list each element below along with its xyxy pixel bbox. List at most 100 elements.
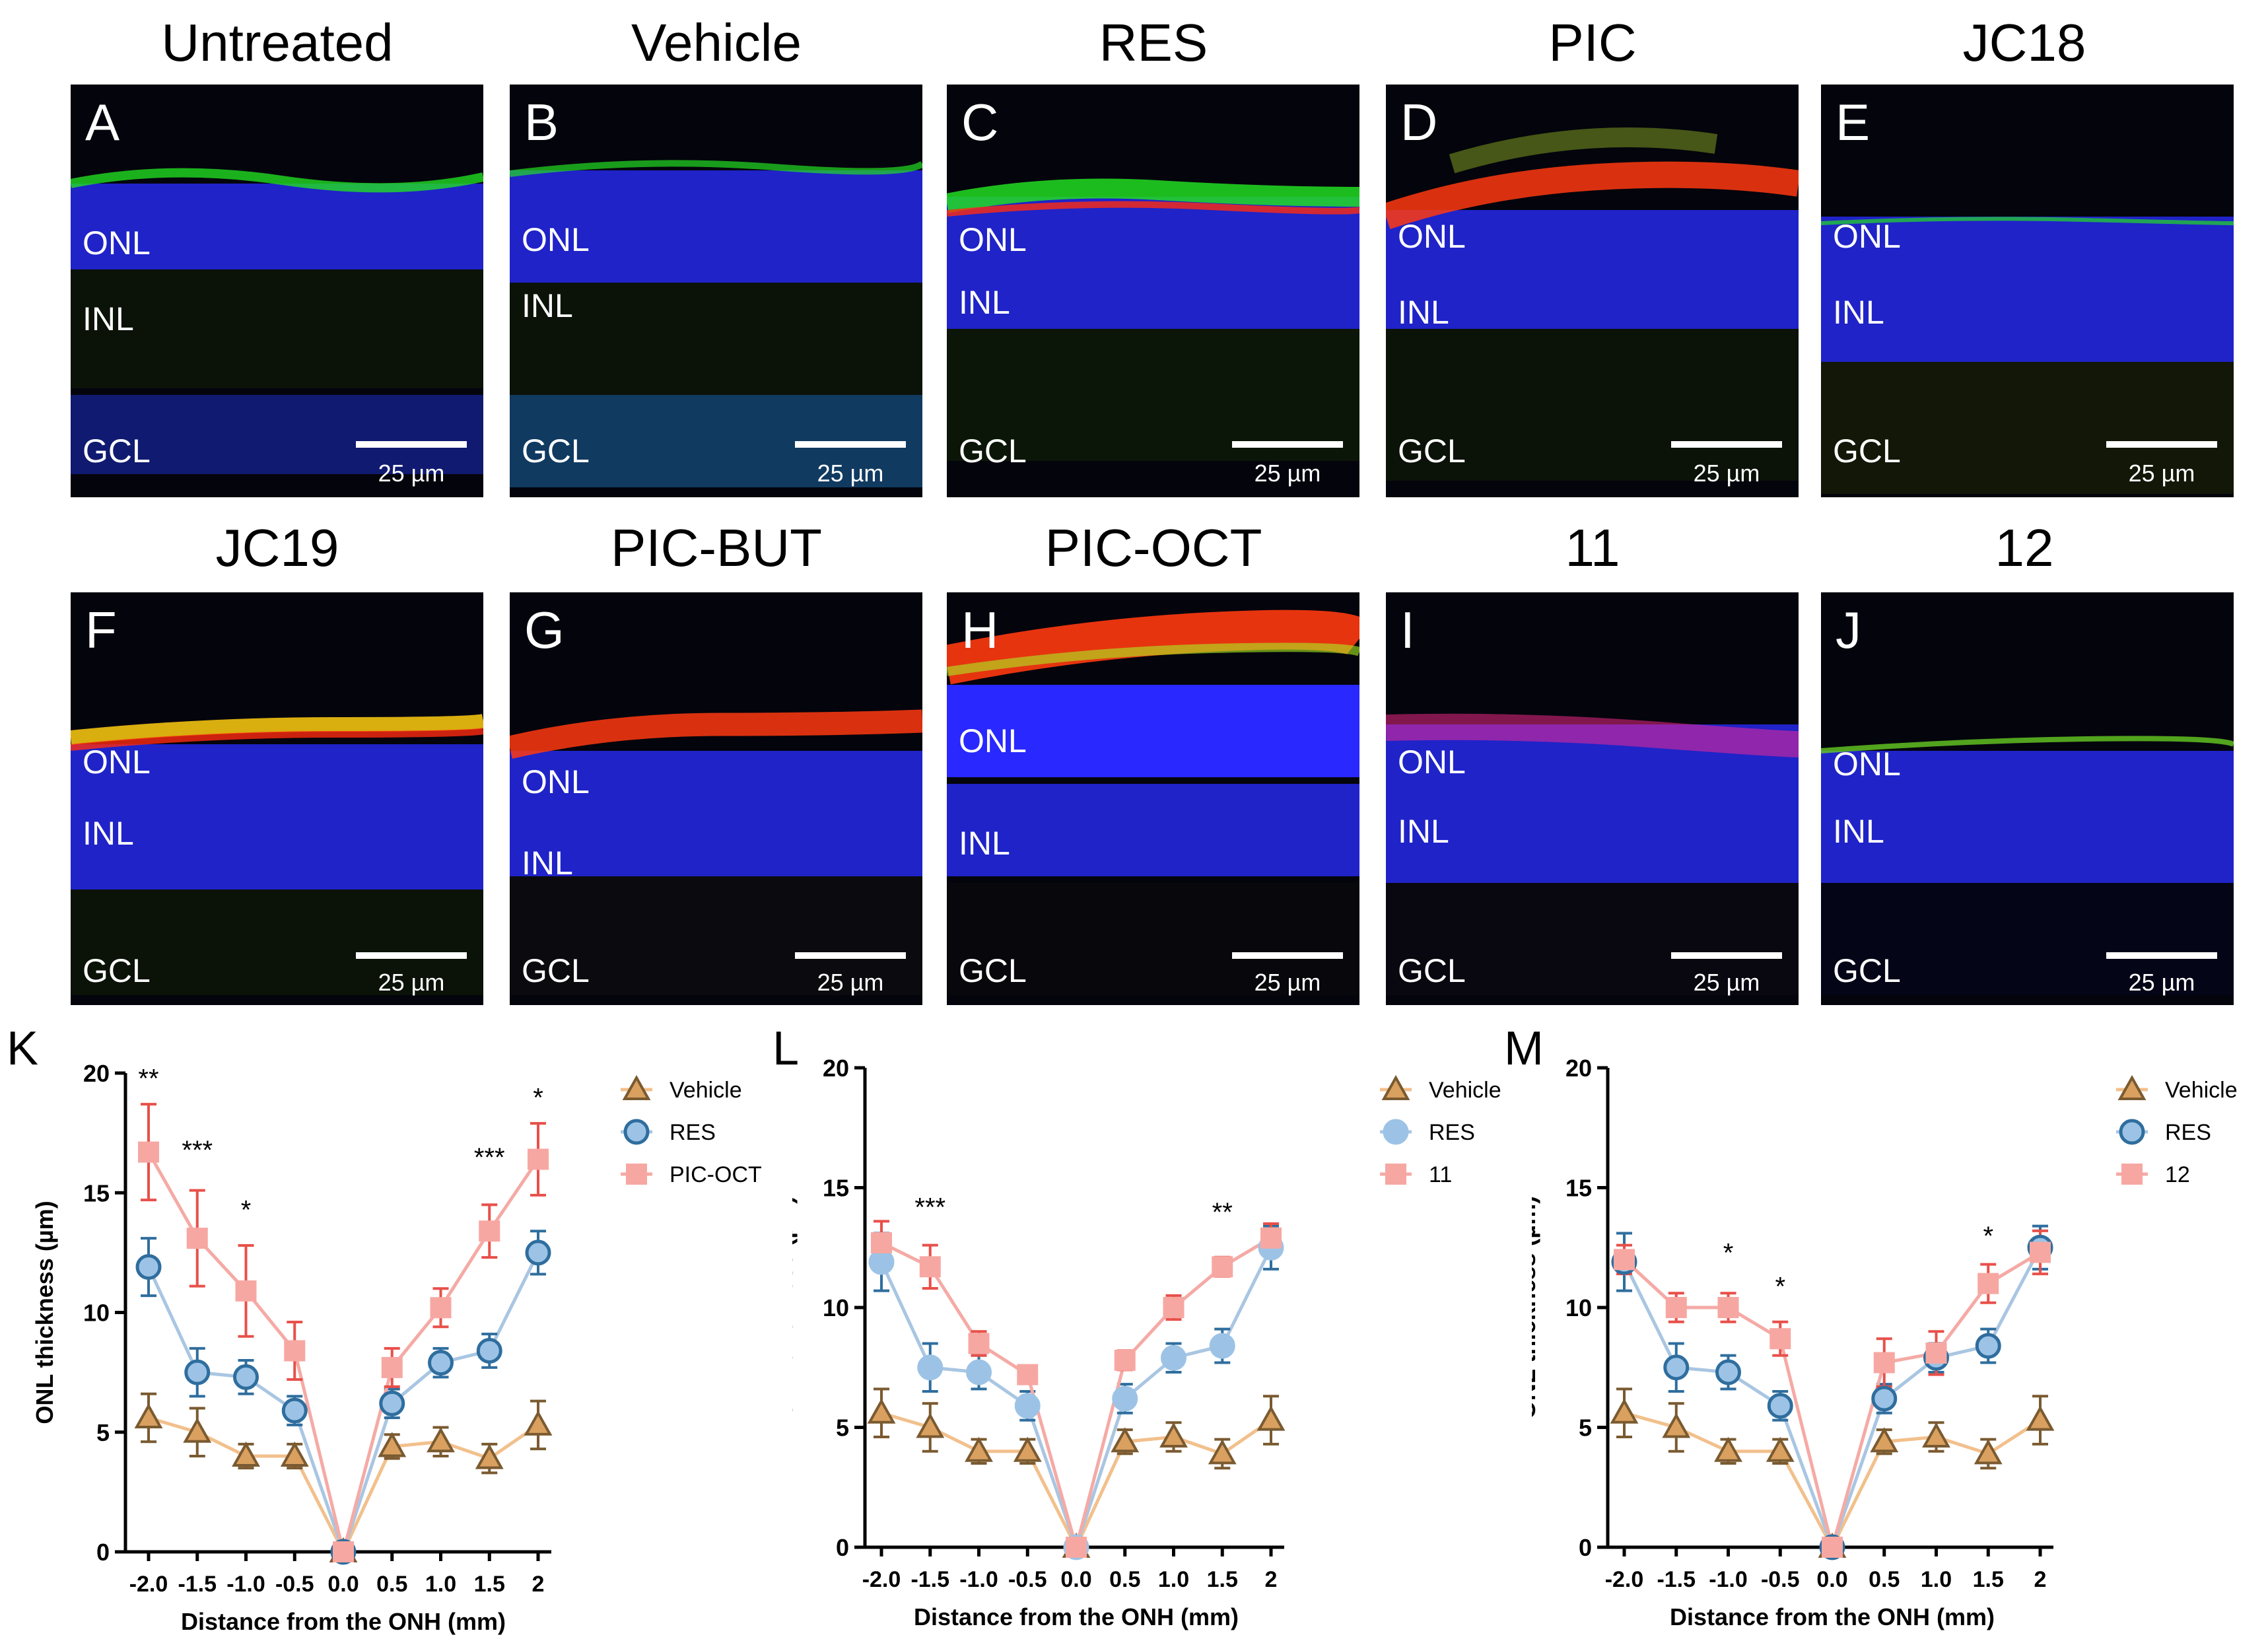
gcl-label: GCL xyxy=(1833,433,1901,470)
data-point xyxy=(965,1436,993,1462)
y-tick-label: 20 xyxy=(1565,1055,1592,1082)
data-point xyxy=(284,1340,306,1362)
retina-image xyxy=(1386,127,1799,481)
data-point xyxy=(1014,1393,1041,1419)
scale-bar-label: 25 µm xyxy=(378,969,445,996)
data-point xyxy=(917,1354,944,1381)
y-tick-label: 10 xyxy=(823,1294,849,1321)
data-point xyxy=(1610,1398,1639,1424)
x-tick-label: -0.5 xyxy=(1008,1567,1047,1592)
data-point xyxy=(525,1239,551,1266)
series-line-11 xyxy=(880,1236,1272,1554)
chart-m: 0 5 10 15 20 -2.0 -1.5 -1.0 -0.5 0.0 0.5 1.0 1.5 2 Dis… xyxy=(1532,1055,2238,1630)
data-point xyxy=(1663,1354,1690,1381)
x-tick-label: 1.0 xyxy=(425,1572,456,1597)
legend-label: Vehicle xyxy=(1429,1078,1501,1103)
data-point xyxy=(135,1254,162,1280)
data-point xyxy=(1260,1227,1282,1249)
panel-letter: C xyxy=(961,93,999,151)
scale-bar xyxy=(1671,952,1782,959)
onl-label: ONL xyxy=(959,722,1027,759)
gcl-label: GCL xyxy=(1398,952,1466,989)
x-tick-label: 0.0 xyxy=(327,1572,359,1597)
data-point xyxy=(524,1410,553,1436)
scale-bar xyxy=(795,952,906,959)
chart-l: 0 5 10 15 20 -2.0 -1.5 -1.0 -0.5 0.0 0.5 1.0 1.5 2 Dis… xyxy=(792,1055,1501,1630)
significance-marker: ** xyxy=(1212,1198,1233,1227)
panel-letter: G xyxy=(524,601,565,659)
scale-bar xyxy=(1232,952,1343,959)
data-point xyxy=(138,1141,159,1163)
scale-bar xyxy=(356,952,467,959)
inl-label: INL xyxy=(1833,813,1884,850)
significance-marker: *** xyxy=(914,1193,945,1222)
legend-label: Vehicle xyxy=(670,1078,742,1103)
scale-bar-label: 25 µm xyxy=(378,460,445,487)
data-point xyxy=(1766,1436,1795,1462)
x-tick-label: -1.0 xyxy=(959,1567,998,1592)
retina-image xyxy=(510,709,922,995)
data-point xyxy=(1212,1256,1233,1278)
data-point xyxy=(379,1390,405,1416)
scale-bar-label: 25 µm xyxy=(1693,969,1760,996)
y-tick-label: 0 xyxy=(1579,1534,1592,1561)
scale-bar-label: 25 µm xyxy=(1254,460,1321,487)
data-point xyxy=(1013,1436,1042,1462)
retina-image xyxy=(947,178,1359,461)
panel-letter: B xyxy=(524,93,559,151)
data-point xyxy=(1662,1413,1691,1438)
data-point xyxy=(2026,1405,2055,1431)
x-tick-label: 1.0 xyxy=(1158,1567,1189,1592)
y-tick-label: 15 xyxy=(1565,1175,1592,1202)
data-point xyxy=(528,1148,549,1170)
scale-bar xyxy=(1232,441,1343,448)
data-point xyxy=(1208,1439,1237,1465)
y-tick-label: 0 xyxy=(836,1534,849,1561)
panel-letter-l: L xyxy=(773,1022,800,1075)
x-tick-label: -2.0 xyxy=(129,1572,168,1597)
series-line-res xyxy=(147,1251,540,1557)
x-tick-label: 0.5 xyxy=(376,1572,407,1597)
scale-bar xyxy=(795,441,906,448)
data-point xyxy=(1161,1344,1186,1371)
title-res: RES xyxy=(1099,13,1208,72)
micrograph-a: A ONL INL GCL 25 µm xyxy=(71,85,483,497)
legend-label: RES xyxy=(670,1120,716,1145)
inl-label: INL xyxy=(959,284,1010,321)
data-point xyxy=(184,1359,211,1385)
data-point xyxy=(867,1398,896,1424)
significance-marker: * xyxy=(1983,1222,1993,1251)
retina-image xyxy=(1386,713,1799,995)
x-tick-label: 0.5 xyxy=(1109,1567,1140,1592)
data-point xyxy=(186,1228,208,1249)
scale-bar-label: 25 µm xyxy=(1693,460,1760,487)
x-tick-label: -2.0 xyxy=(1605,1567,1644,1592)
gcl-label: GCL xyxy=(83,952,151,989)
inl-label: INL xyxy=(959,825,1010,862)
data-point xyxy=(966,1359,992,1385)
micrograph-h: H ONL INL GCL 25 µm xyxy=(947,592,1359,1005)
legend-marker xyxy=(623,1119,650,1145)
panel-letter-m: M xyxy=(1504,1022,1544,1075)
gcl-label: GCL xyxy=(1833,952,1901,989)
data-point xyxy=(475,1444,504,1469)
y-tick-label: 0 xyxy=(96,1539,110,1566)
x-tick-label: 2 xyxy=(2034,1567,2047,1592)
x-tick-label: 1.0 xyxy=(1921,1567,1952,1592)
data-point xyxy=(427,1427,455,1453)
data-point xyxy=(1767,1393,1793,1419)
data-point xyxy=(1977,1273,1999,1294)
scale-bar-label: 25 µm xyxy=(1254,969,1321,996)
data-point xyxy=(871,1232,892,1253)
x-tick-label: -1.5 xyxy=(911,1567,949,1592)
legend-marker xyxy=(1381,1074,1410,1100)
panel-letter: D xyxy=(1400,93,1438,151)
data-point xyxy=(1112,1385,1138,1412)
micrograph-j: J ONL INL GCL 25 µm xyxy=(1821,592,2234,1005)
data-point xyxy=(1066,1537,1087,1558)
data-point xyxy=(1111,1427,1140,1453)
y-tick-label: 20 xyxy=(823,1055,849,1082)
legend-marker xyxy=(626,1164,647,1185)
gcl-label: GCL xyxy=(522,952,590,989)
x-axis-label: Distance from the ONH (mm) xyxy=(181,1608,506,1635)
